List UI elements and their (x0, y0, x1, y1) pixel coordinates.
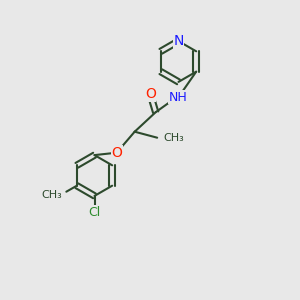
Text: Cl: Cl (88, 206, 101, 219)
Text: N: N (173, 34, 184, 48)
Text: CH₃: CH₃ (164, 133, 184, 143)
Text: O: O (111, 146, 122, 160)
Text: O: O (145, 87, 156, 101)
Text: CH₃: CH₃ (41, 190, 62, 200)
Text: NH: NH (169, 91, 188, 104)
